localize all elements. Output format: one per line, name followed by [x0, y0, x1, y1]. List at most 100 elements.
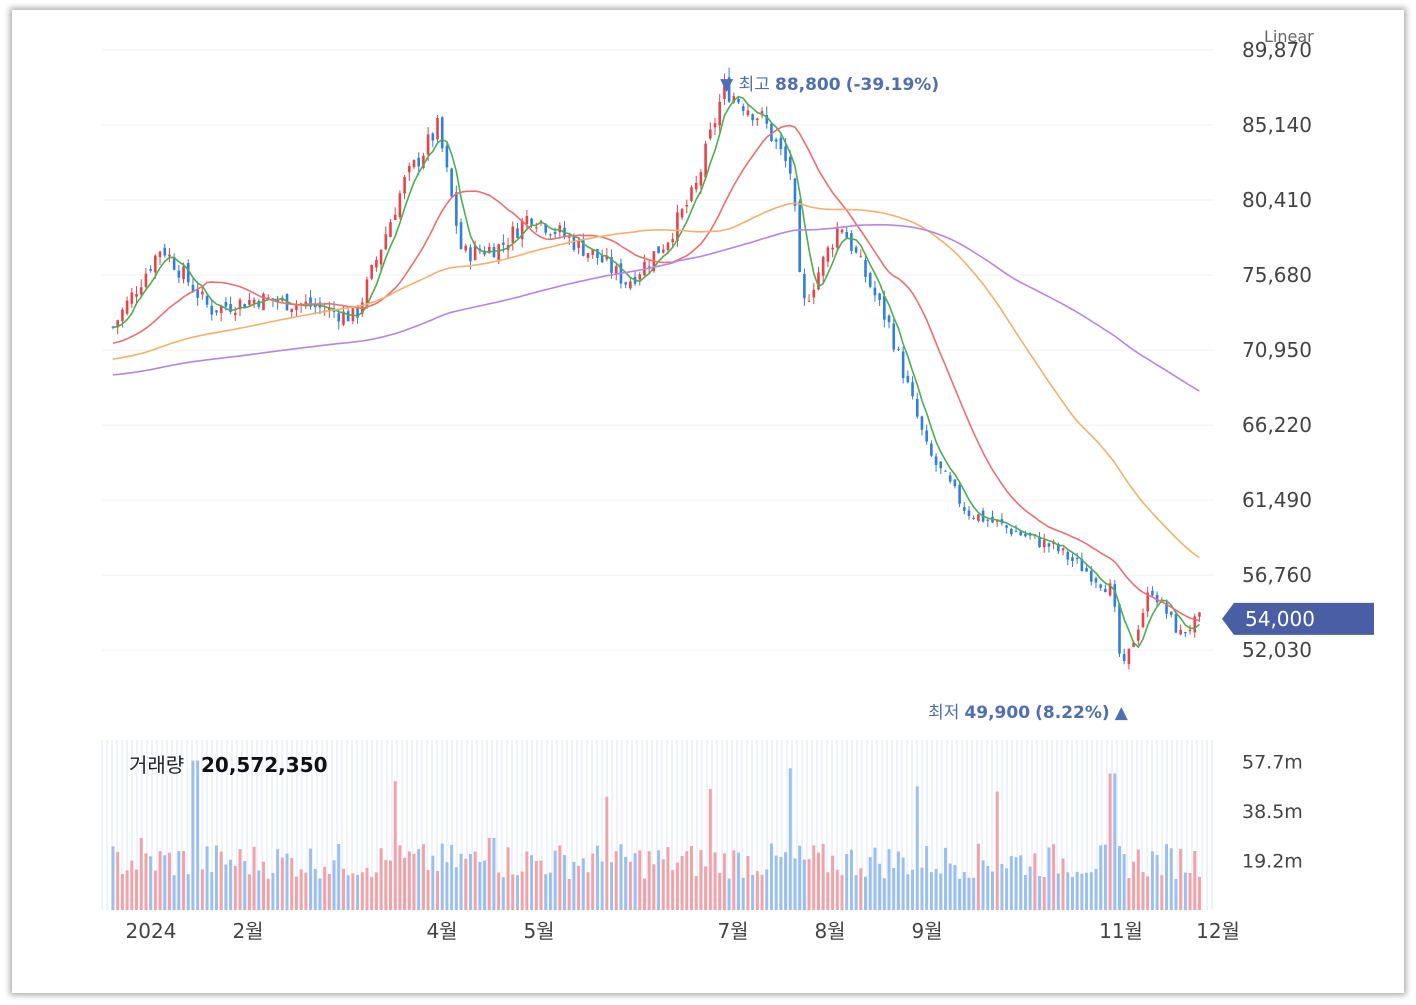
candle-body	[530, 218, 533, 226]
date-tick: 2월	[232, 919, 263, 943]
volume-bar	[309, 848, 313, 910]
stock-chart[interactable]: 89,870 85,140 80,410 75,680 70,950 66,220 61,4…	[12, 10, 1404, 993]
volume-bar	[167, 852, 171, 910]
candle-body	[125, 300, 129, 314]
date-tick: 2024	[126, 919, 177, 943]
candle-body	[638, 274, 642, 280]
candle-body	[892, 323, 896, 350]
candle-body	[487, 246, 491, 254]
candle-body	[412, 160, 416, 167]
volume-bar	[1160, 875, 1164, 910]
candle-body	[577, 239, 580, 248]
volume-bar	[445, 862, 449, 910]
volume-bar	[1099, 845, 1103, 910]
candle-body	[600, 256, 604, 263]
volume-bar	[628, 861, 632, 910]
volume-bar	[892, 867, 896, 910]
candle-body	[309, 297, 312, 307]
candle-body	[962, 507, 966, 511]
volume-bar	[196, 760, 200, 910]
candle-body	[257, 301, 261, 307]
candle-body	[1038, 536, 1041, 548]
candle-body	[1104, 588, 1107, 593]
volume-bar	[1075, 871, 1079, 910]
candle-body	[436, 118, 439, 140]
volume-bar	[1155, 855, 1159, 910]
candle-body	[840, 229, 844, 233]
candle-body	[1061, 548, 1065, 551]
volume-bar	[214, 845, 218, 910]
volume-bar	[539, 860, 543, 910]
candle-body	[549, 234, 552, 236]
candle-body	[915, 398, 919, 417]
volume-bar	[1113, 773, 1117, 910]
candle-body	[172, 257, 176, 270]
high-value: 88,800	[775, 75, 841, 95]
candle-body	[544, 224, 547, 233]
volume-bar	[661, 859, 665, 910]
candle-body	[205, 296, 209, 305]
volume-bar	[313, 869, 317, 910]
candle-body	[746, 110, 750, 116]
low-value: 49,900	[964, 703, 1030, 723]
volume-bar	[1023, 875, 1027, 910]
volume-bar	[224, 864, 228, 910]
volume-bar	[158, 851, 162, 910]
candle-body	[469, 247, 472, 262]
candle-body	[760, 111, 764, 114]
volume-bar	[802, 859, 806, 910]
candle-body	[431, 133, 435, 141]
candle-body	[657, 246, 660, 254]
volume-bar	[421, 844, 425, 910]
volume-bar	[972, 877, 976, 910]
volume-bar	[746, 856, 750, 910]
candle-body	[248, 299, 251, 305]
candle-body	[1198, 612, 1201, 617]
candle-body	[995, 520, 999, 522]
volume-bar	[807, 859, 811, 910]
candle-body	[1005, 525, 1008, 528]
volume-bar	[1028, 866, 1032, 910]
candle-body	[135, 294, 138, 297]
volume-bar	[943, 847, 947, 910]
candle-body	[948, 475, 952, 482]
candle-body	[1165, 602, 1168, 614]
candle-body	[356, 306, 359, 318]
svg-text:▼ 최고 88,800 (-: ▼ 최고 88,800 (-39.19%)	[720, 75, 939, 95]
volume-bar	[111, 846, 115, 910]
candle-body	[252, 299, 256, 305]
volume-bar	[849, 849, 853, 910]
volume-bar	[379, 848, 383, 910]
volume-tick: 38.5m	[1242, 801, 1303, 823]
candle-body	[887, 315, 891, 323]
volume-bar	[243, 861, 247, 910]
volume-bar	[337, 844, 341, 910]
volume-bar	[294, 876, 298, 910]
candle-body	[1151, 590, 1154, 596]
current-price-tag: 54,000	[1222, 602, 1374, 635]
volume-bar	[290, 857, 294, 910]
volume-bar	[323, 866, 327, 910]
volume-bar	[854, 875, 858, 910]
volume-bar	[1047, 847, 1051, 910]
volume-bar	[1056, 873, 1060, 910]
candle-body	[497, 244, 500, 262]
candle-body	[596, 249, 599, 259]
volume-bar	[769, 843, 773, 910]
scale-label[interactable]: Linear	[1264, 27, 1314, 46]
volume-bar	[722, 853, 726, 910]
candle-body	[346, 311, 350, 322]
candle-body	[939, 461, 943, 469]
volume-bar	[652, 864, 656, 910]
candle-body	[1188, 629, 1192, 632]
candle-body	[393, 214, 397, 220]
volume-bar	[798, 845, 802, 910]
volume-bar	[186, 874, 190, 910]
volume-bar	[591, 853, 595, 910]
candle-body	[191, 284, 195, 292]
volume-bar	[718, 872, 722, 910]
volume-bar	[939, 873, 943, 910]
price-tick: 80,410	[1242, 188, 1312, 212]
candle-body	[177, 270, 181, 278]
volume-bar	[929, 872, 933, 910]
